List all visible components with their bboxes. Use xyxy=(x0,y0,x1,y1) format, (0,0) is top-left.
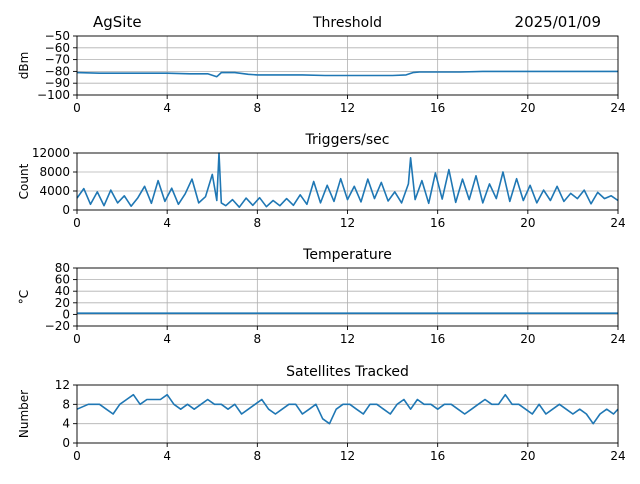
panel-4-ylabel: Number xyxy=(17,390,31,438)
panel-4-xtick-label: 20 xyxy=(520,449,535,463)
panel-3-ylabel: °C xyxy=(17,290,31,304)
site-label: AgSite xyxy=(93,13,142,31)
panel-2-ytick-label: 0 xyxy=(62,203,70,217)
panel-4-ytick-label: 12 xyxy=(55,378,70,392)
panel-2-ytick-label: 8000 xyxy=(39,165,70,179)
panel-4-title: Satellites Tracked xyxy=(286,364,409,380)
panel-3-title: Temperature xyxy=(302,247,392,263)
panel-4-ytick-label: 0 xyxy=(62,436,70,450)
panel-2-ytick-label: 4000 xyxy=(39,184,70,198)
panel-4-xtick-label: 0 xyxy=(73,449,81,463)
panel-4-xtick-label: 8 xyxy=(254,449,262,463)
panel-2-xtick-label: 16 xyxy=(430,216,445,230)
date-label: 2025/01/09 xyxy=(515,13,601,31)
panel-4-xtick-label: 24 xyxy=(610,449,625,463)
panel-3-ytick-label: 60 xyxy=(55,273,70,287)
panel-1-ytick-label: −70 xyxy=(45,53,70,67)
panel-1-xtick-label: 8 xyxy=(254,101,262,115)
panel-1-xtick-label: 24 xyxy=(610,101,625,115)
panel-3-xtick-label: 16 xyxy=(430,332,445,346)
panel-1-series-line xyxy=(76,70,618,78)
panel-3-xtick-label: 12 xyxy=(340,332,355,346)
panel-1-ytick-label: −90 xyxy=(45,76,70,90)
panel-2-xtick-label: 4 xyxy=(163,216,171,230)
panel-1-ytick-label: −60 xyxy=(45,41,70,55)
panel-1-title: Threshold xyxy=(312,15,382,31)
panel-2-xtick-label: 20 xyxy=(520,216,535,230)
panel-4-xtick-label: 12 xyxy=(340,449,355,463)
panel-1-ytick-label: −50 xyxy=(45,29,70,43)
panel-3-ytick-label: 80 xyxy=(55,261,70,275)
panel-3-ytick-label: 0 xyxy=(62,307,70,321)
panel-3-xtick-label: 24 xyxy=(610,332,625,346)
panel-4-series-line xyxy=(76,393,619,425)
panel-3-xtick-label: 8 xyxy=(254,332,262,346)
panel-2-xtick-label: 12 xyxy=(340,216,355,230)
panel-4-xtick-label: 4 xyxy=(163,449,171,463)
panel-4-ytick-label: 4 xyxy=(62,417,70,431)
panel-3-xtick-label: 20 xyxy=(520,332,535,346)
panel-2-xtick-label: 8 xyxy=(254,216,262,230)
panel-1-xtick-label: 0 xyxy=(73,101,81,115)
panel-3-xtick-label: 4 xyxy=(163,332,171,346)
panel-3-ytick-label: 40 xyxy=(55,284,70,298)
panel-1-xtick-label: 4 xyxy=(163,101,171,115)
panel-1-ytick-label: −80 xyxy=(45,64,70,78)
panel-2-title: Triggers/sec xyxy=(305,132,390,148)
panel-2-xtick-label: 0 xyxy=(73,216,81,230)
panel-1-ytick-label: −100 xyxy=(37,88,70,102)
panel-4-ytick-label: 8 xyxy=(62,397,70,411)
panel-2-series-line xyxy=(76,152,619,208)
panel-4-xtick-label: 16 xyxy=(430,449,445,463)
panel-3-ytick-label: −20 xyxy=(45,319,70,333)
panel-1-xtick-label: 12 xyxy=(340,101,355,115)
panel-1-xtick-label: 20 xyxy=(520,101,535,115)
panel-3-ytick-label: 20 xyxy=(55,296,70,310)
panel-2-xtick-label: 24 xyxy=(610,216,625,230)
panel-2-ylabel: Count xyxy=(17,163,31,199)
panel-2-ytick-label: 12000 xyxy=(32,146,70,160)
panel-1-ylabel: dBm xyxy=(17,52,31,80)
panel-3-xtick-label: 0 xyxy=(73,332,81,346)
panel-1-xtick-label: 16 xyxy=(430,101,445,115)
